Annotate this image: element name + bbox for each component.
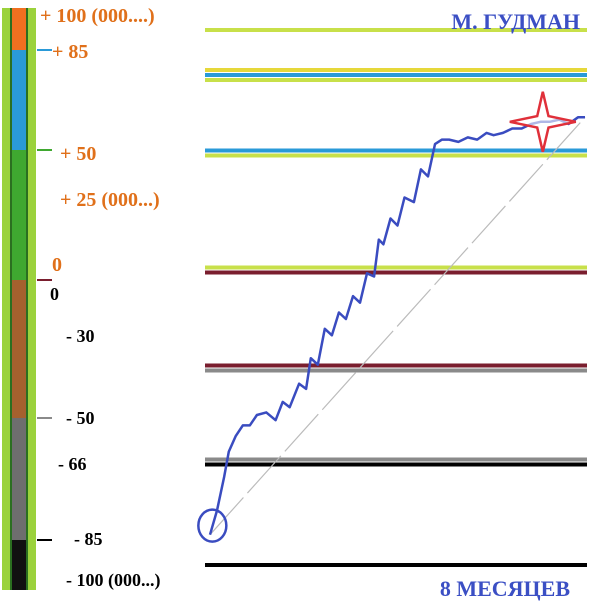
scale-segment-2 <box>12 150 26 280</box>
peak-star <box>509 91 577 153</box>
trend-line-diagonal <box>209 116 586 536</box>
price-path <box>208 116 585 536</box>
scale-segment-5 <box>12 540 26 590</box>
scale-bar <box>2 8 52 590</box>
scale-side-left <box>2 8 10 590</box>
scale-segment-1 <box>12 50 26 150</box>
scale-segment-4 <box>12 418 26 540</box>
scale-segment-0 <box>12 8 26 50</box>
upper-label-100: + 100 (000....) <box>40 5 155 27</box>
scale-side-right <box>28 8 36 590</box>
chart-footer: 8 МЕСЯЦЕВ <box>440 576 571 601</box>
start-circle <box>197 508 228 543</box>
lower-label-85: - 85 <box>74 529 103 549</box>
upper-label-0: 0 <box>52 254 62 276</box>
upper-label-25: + 25 (000...) <box>60 189 160 211</box>
scale-divider-left <box>10 8 12 590</box>
lower-label-100: - 100 (000...) <box>66 570 160 591</box>
chart-title: М. ГУДМАН <box>451 9 580 34</box>
scale-segment-3 <box>12 280 26 418</box>
lower-label-66: - 66 <box>58 454 87 474</box>
trend-line <box>209 116 586 536</box>
lower-label-50: - 50 <box>66 408 95 428</box>
scale-labels: + 100 (000....) + 85 + 50 + 25 (000...) … <box>40 5 160 591</box>
series-line <box>208 116 585 536</box>
upper-label-50: + 50 <box>60 143 96 165</box>
upper-label-85: + 85 <box>52 41 88 63</box>
lower-label-30: - 30 <box>66 326 95 346</box>
annotations <box>197 91 577 543</box>
lower-label-0: 0 <box>50 284 59 304</box>
level-lines <box>205 28 587 567</box>
scale-divider-right <box>26 8 28 590</box>
